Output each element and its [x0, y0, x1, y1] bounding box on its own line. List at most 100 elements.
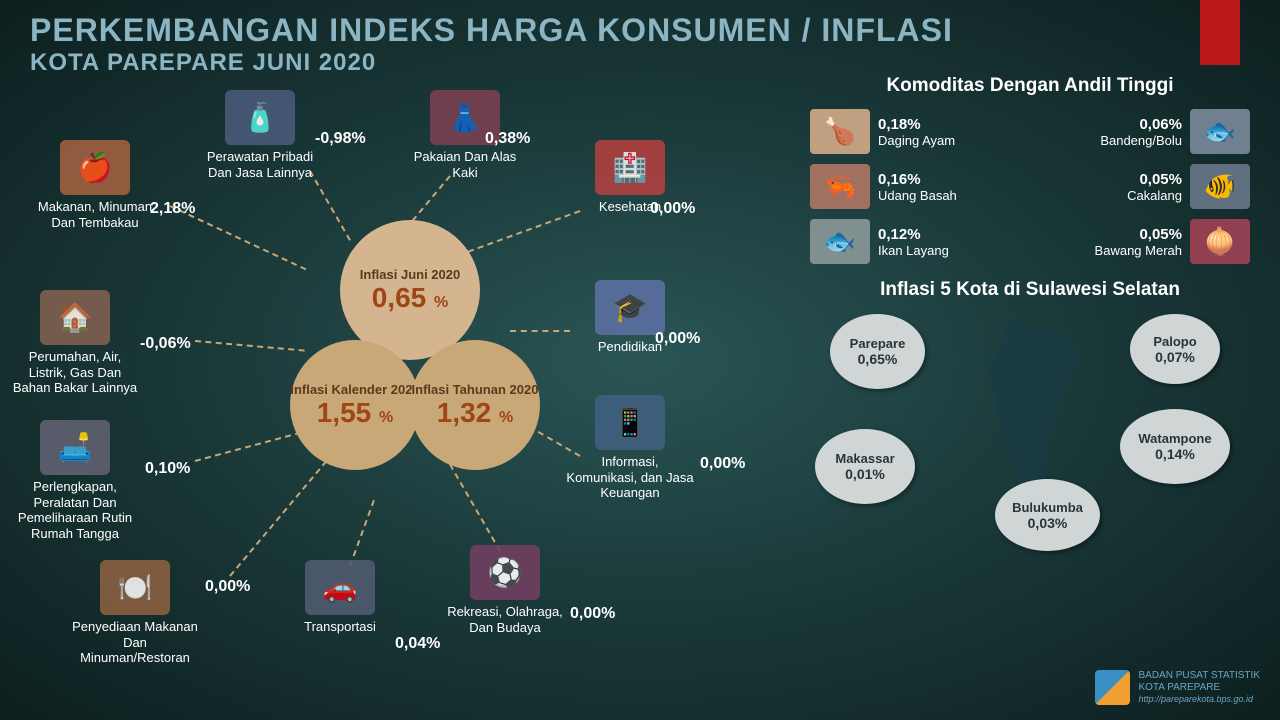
- category-value: 0,04%: [395, 635, 440, 653]
- subtitle: KOTA PAREPARE JUNI 2020: [30, 49, 953, 77]
- connector-line: [510, 330, 570, 332]
- category-icon: ⚽: [470, 545, 540, 600]
- circle-label: Inflasi Kalender 2020: [290, 382, 419, 397]
- circle-inflasi-juni: Inflasi Juni 2020 0,65 %: [340, 220, 480, 360]
- footer-text: BADAN PUSAT STATISTIK KOTA PAREPARE http…: [1138, 670, 1260, 705]
- commodity-text: 0,06% Bandeng/Bolu: [1100, 116, 1182, 148]
- category-value: 0,00%: [700, 455, 745, 473]
- city-name: Watampone: [1138, 431, 1211, 446]
- commodity-icon: 🍗: [810, 109, 870, 154]
- circle-label: Inflasi Juni 2020: [360, 267, 460, 282]
- commodity-item: 🧅 0,05% Bawang Merah: [1040, 219, 1250, 264]
- category-item: ⚽ Rekreasi, Olahraga, Dan Budaya: [440, 545, 570, 635]
- commodity-item: 🍗 0,18% Daging Ayam: [810, 109, 1020, 154]
- commodity-text: 0,12% Ikan Layang: [878, 226, 949, 258]
- category-value: 0,00%: [655, 330, 700, 348]
- commodity-value: 0,05%: [1139, 226, 1182, 243]
- city-value: 0,65%: [858, 351, 898, 367]
- circle-value: 1,55 %: [317, 397, 394, 429]
- cities-section: Inflasi 5 Kota di Sulawesi Selatan Parep…: [800, 279, 1260, 559]
- category-icon: 📱: [595, 395, 665, 450]
- circle-inflasi-tahunan: Inflasi Tahunan 2020 1,32 %: [410, 340, 540, 470]
- category-value: 0,10%: [145, 460, 190, 478]
- city-bubble: Bulukumba 0,03%: [995, 479, 1100, 551]
- category-value: 2,18%: [150, 200, 195, 218]
- red-accent: [1200, 0, 1240, 65]
- category-item: 📱 Informasi, Komunikasi, dan Jasa Keuang…: [565, 395, 695, 501]
- city-value: 0,14%: [1155, 446, 1195, 462]
- commodity-label: Ikan Layang: [878, 243, 949, 258]
- circle-value: 1,32 %: [437, 397, 514, 429]
- category-item: 🍎 Makanan, Minuman Dan Tembakau: [30, 140, 160, 230]
- commodity-value: 0,12%: [878, 226, 949, 243]
- city-name: Makassar: [835, 451, 894, 466]
- category-value: 0,38%: [485, 130, 530, 148]
- commodity-text: 0,18% Daging Ayam: [878, 116, 955, 148]
- category-item: 🧴 Perawatan Pribadi Dan Jasa Lainnya: [195, 90, 325, 180]
- commodity-label: Daging Ayam: [878, 133, 955, 148]
- commodity-item: 🐟 0,06% Bandeng/Bolu: [1040, 109, 1250, 154]
- category-value: 0,00%: [650, 200, 695, 218]
- commodity-value: 0,16%: [878, 171, 957, 188]
- category-item: 🛋️ Perlengkapan, Peralatan Dan Pemelihar…: [10, 420, 140, 541]
- category-icon: 🏠: [40, 290, 110, 345]
- commodity-label: Bawang Merah: [1095, 243, 1182, 258]
- category-icon: 🛋️: [40, 420, 110, 475]
- bps-logo-icon: [1095, 670, 1130, 705]
- commodity-icon: 🐠: [1190, 164, 1250, 209]
- city-name: Parepare: [850, 336, 906, 351]
- commodity-item: 🐟 0,12% Ikan Layang: [810, 219, 1020, 264]
- category-label: Makanan, Minuman Dan Tembakau: [30, 199, 160, 230]
- category-icon: 🎓: [595, 280, 665, 335]
- commodities-grid: 🍗 0,18% Daging Ayam 🐟 0,06% Bandeng/Bolu…: [800, 109, 1260, 264]
- connector-line: [309, 171, 351, 241]
- city-value: 0,01%: [845, 466, 885, 482]
- city-name: Bulukumba: [1012, 500, 1083, 515]
- category-label: Informasi, Komunikasi, dan Jasa Keuangan: [565, 454, 695, 501]
- category-label: Transportasi: [304, 619, 376, 635]
- category-label: Perawatan Pribadi Dan Jasa Lainnya: [195, 149, 325, 180]
- category-label: Pendidikan: [598, 339, 662, 355]
- city-name: Palopo: [1153, 334, 1196, 349]
- cities-title: Inflasi 5 Kota di Sulawesi Selatan: [800, 279, 1260, 301]
- circle-value: 0,65 %: [372, 282, 449, 314]
- commodity-item: 🦐 0,16% Udang Basah: [810, 164, 1020, 209]
- category-icon: 🧴: [225, 90, 295, 145]
- category-icon: 🍽️: [100, 560, 170, 615]
- footer-logo: BADAN PUSAT STATISTIK KOTA PAREPARE http…: [1095, 670, 1260, 705]
- commodities-title: Komoditas Dengan Andil Tinggi: [800, 75, 1260, 97]
- category-value: -0,98%: [315, 130, 366, 148]
- commodity-value: 0,18%: [878, 116, 955, 133]
- commodity-icon: 🐟: [1190, 109, 1250, 154]
- main-title: PERKEMBANGAN INDEKS HARGA KONSUMEN / INF…: [30, 12, 953, 49]
- commodity-text: 0,05% Bawang Merah: [1095, 226, 1182, 258]
- commodity-label: Bandeng/Bolu: [1100, 133, 1182, 148]
- category-label: Penyediaan Makanan Dan Minuman/Restoran: [70, 619, 200, 666]
- city-bubble: Parepare 0,65%: [830, 314, 925, 389]
- city-bubble: Makassar 0,01%: [815, 429, 915, 504]
- category-value: 0,00%: [570, 605, 615, 623]
- category-item: 🏠 Perumahan, Air, Listrik, Gas Dan Bahan…: [10, 290, 140, 396]
- category-label: Perlengkapan, Peralatan Dan Pemeliharaan…: [10, 479, 140, 541]
- circle-label: Inflasi Tahunan 2020: [412, 382, 539, 397]
- commodity-icon: 🧅: [1190, 219, 1250, 264]
- commodity-label: Cakalang: [1127, 188, 1182, 203]
- city-value: 0,07%: [1155, 349, 1195, 365]
- category-icon: 🚗: [305, 560, 375, 615]
- commodity-label: Udang Basah: [878, 188, 957, 203]
- commodity-icon: 🐟: [810, 219, 870, 264]
- circle-inflasi-kalender: Inflasi Kalender 2020 1,55 %: [290, 340, 420, 470]
- city-bubble: Palopo 0,07%: [1130, 314, 1220, 384]
- map-icon: [990, 319, 1090, 499]
- city-bubble: Watampone 0,14%: [1120, 409, 1230, 484]
- category-label: Pakaian Dan Alas Kaki: [400, 149, 530, 180]
- connector-line: [349, 500, 375, 566]
- right-panel: Komoditas Dengan Andil Tinggi 🍗 0,18% Da…: [800, 75, 1260, 559]
- connector-line: [195, 429, 311, 462]
- commodity-text: 0,05% Cakalang: [1127, 171, 1182, 203]
- category-value: 0,00%: [205, 578, 250, 596]
- connector-line: [195, 340, 305, 352]
- commodity-item: 🐠 0,05% Cakalang: [1040, 164, 1250, 209]
- commodity-value: 0,05%: [1139, 171, 1182, 188]
- category-icon: 🏥: [595, 140, 665, 195]
